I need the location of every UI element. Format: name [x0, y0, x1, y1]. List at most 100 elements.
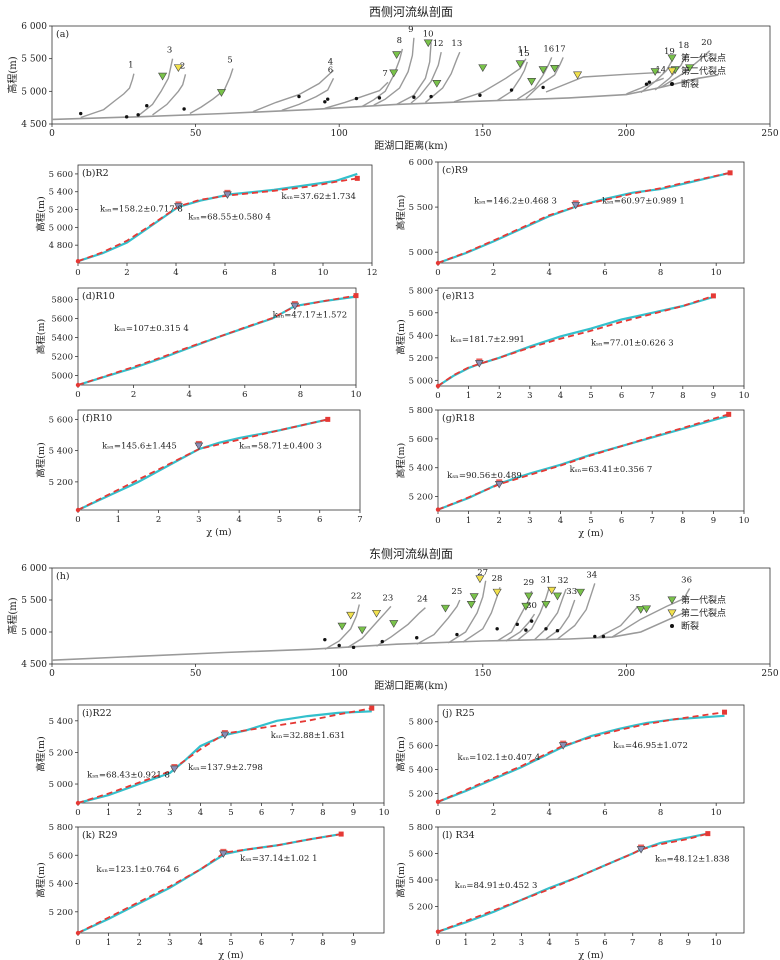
fit-endpoint: [75, 800, 81, 806]
legend-second-gen-label: 第二代裂点: [681, 65, 726, 77]
plot-frame-j: [437, 704, 745, 804]
river-line-3: [137, 58, 174, 117]
river-line-36: [611, 588, 691, 638]
ksn-annotation: kₛₙ=46.95±1.072: [613, 741, 688, 751]
x-tick-label: 4: [198, 808, 203, 818]
knickpoint-marker: [494, 480, 504, 489]
ksn-annotation: kₛₙ=102.1±0.407 4: [457, 753, 540, 763]
x-axis-label: χ (m): [578, 950, 603, 960]
y-tick-label: 5 200: [49, 748, 73, 758]
fault-point: [337, 643, 341, 648]
river-number: 1: [128, 61, 133, 71]
river-number: 16: [543, 44, 554, 54]
x-tick-label: 4: [236, 515, 241, 525]
x-tick-label: 0: [435, 516, 440, 526]
ksn-annotation: kₛₙ=60.97±0.989 1: [602, 196, 685, 206]
x-tick-label: 6: [222, 268, 227, 278]
x-tick-label: 0: [75, 938, 80, 948]
ksn-annotation: kₛₙ=48.12±1.838: [655, 854, 730, 864]
fault-point: [515, 622, 519, 627]
x-tick-label: 50: [190, 669, 202, 679]
river-number: 20: [701, 38, 712, 48]
y-axis-label: 高程(m): [35, 442, 47, 477]
x-tick-label: 0: [435, 938, 440, 948]
fit-endpoint: [75, 507, 81, 513]
y-axis-label: 高程(m): [395, 195, 407, 230]
river-line-12: [410, 51, 442, 104]
fault-point: [541, 85, 545, 90]
ksn-annotation: kₛₙ=181.7±2.991: [450, 335, 525, 345]
legend-second-gen-marker: [667, 67, 677, 76]
x-tick-label: 10: [379, 808, 390, 818]
panel-label: (g)R18: [442, 413, 475, 424]
river-line-35: [597, 605, 639, 639]
river-line-27: [447, 580, 487, 644]
river-line-8: [361, 48, 404, 108]
fault-point: [182, 107, 186, 111]
fault-point: [544, 627, 548, 631]
river-line-13: [424, 51, 461, 103]
x-tick-label: 4: [547, 938, 552, 948]
y-tick-label: 5 400: [409, 766, 433, 776]
panel-label: (f)R10: [82, 413, 112, 424]
x-tick-label: 2: [491, 938, 496, 948]
x-tick-label: 9: [351, 938, 356, 948]
segment-fit-line: [77, 177, 358, 263]
x-tick-label: 150: [474, 129, 491, 139]
observed-profile-line: [437, 171, 731, 265]
river-number: 32: [558, 576, 569, 586]
x-tick-label: 6: [619, 391, 624, 401]
ksn-annotation: kₛₙ=145.6±1.445: [102, 441, 177, 451]
y-tick-label: 5600: [51, 314, 73, 324]
y-tick-label: 5800: [51, 295, 73, 305]
y-axis-label: 高程(m): [35, 196, 47, 231]
legend-second-gen-label: 第二代裂点: [681, 607, 726, 619]
y-tick-label: 5000: [51, 371, 73, 381]
y-tick-label: 5 200: [49, 908, 73, 918]
second-gen-knickpoint: [475, 575, 485, 584]
x-tick-label: 8: [680, 516, 685, 526]
river-line-6: [281, 77, 335, 111]
river-number: 8: [397, 36, 402, 46]
x-tick-label: 6: [619, 516, 624, 526]
x-tick-label: 1: [106, 938, 111, 948]
fault-point: [323, 637, 327, 642]
fit-endpoint: [435, 260, 441, 266]
x-tick-label: 0: [435, 268, 440, 278]
fit-endpoint: [435, 799, 441, 805]
fit-endpoint: [722, 709, 728, 715]
segment-fit-line: [437, 295, 714, 387]
y-tick-label: 5 600: [409, 742, 433, 752]
x-tick-label: 3: [167, 938, 172, 948]
ksn-annotation: kₛₙ=63.41±0.356 7: [570, 465, 653, 475]
y-tick-label: 5 800: [409, 406, 433, 416]
river-number: 18: [678, 41, 689, 51]
river-number: 7: [382, 69, 387, 79]
ksn-annotation: kₛₙ=90.56±0.489: [447, 471, 522, 481]
segment-fit-line: [77, 294, 357, 386]
y-tick-label: 5 600: [49, 851, 73, 861]
x-tick-label: 2: [156, 515, 161, 525]
river-number: 11: [517, 46, 528, 56]
x-tick-label: 100: [331, 129, 348, 139]
x-tick-label: 0: [435, 391, 440, 401]
fit-endpoint: [75, 382, 81, 388]
x-tick-label: 7: [289, 938, 294, 948]
first-gen-knickpoint: [538, 66, 548, 74]
fault-point: [354, 96, 359, 101]
plot-frame-f: [77, 409, 361, 511]
x-tick-label: 7: [649, 391, 654, 401]
x-tick-label: 4: [547, 268, 552, 278]
fault-point: [377, 96, 382, 100]
ksn-annotation: kₛₙ=37.14±1.02 1: [240, 854, 317, 864]
river-line-17: [525, 57, 564, 100]
x-tick-label: 0: [49, 129, 55, 139]
segment-fit-line: [437, 711, 725, 803]
river-number: 12: [433, 39, 444, 49]
river-number: 31: [540, 575, 551, 585]
fault-point: [412, 95, 416, 99]
river-number: 34: [586, 570, 597, 580]
y-tick-label: 5 000: [21, 628, 47, 638]
plot-frame-h: [51, 567, 771, 665]
river-number: 29: [523, 578, 534, 588]
